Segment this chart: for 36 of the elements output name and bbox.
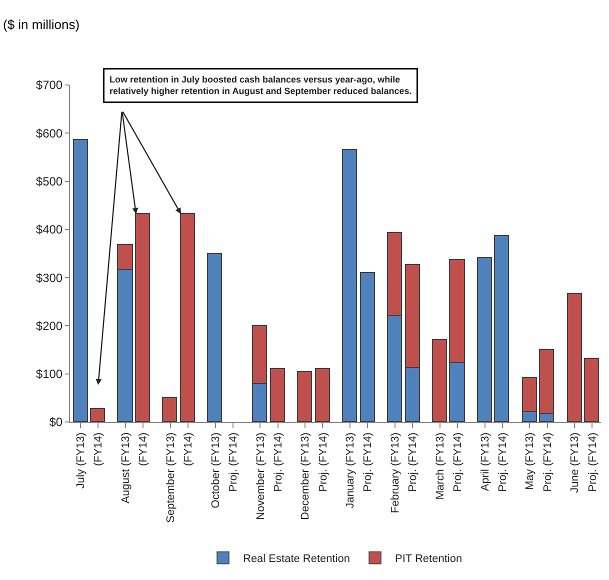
x-tick-label: October (FY13)	[210, 432, 222, 508]
x-tick-label: Proj. (FY14)	[586, 432, 599, 492]
x-tick-label: (FY14)	[92, 432, 105, 466]
x-tick-label: November (FY13)	[254, 432, 267, 520]
x-tick-label: February (FY13)	[390, 432, 402, 514]
y-tick-label: $700	[36, 78, 63, 92]
y-tick-label: $100	[36, 367, 63, 382]
chart-subtitle: ($ in millions)	[3, 17, 80, 32]
y-tick-label: $400	[36, 222, 63, 237]
x-tick-label: Proj. (FY14)	[496, 432, 509, 492]
x-tick-label: January (FY13)	[344, 432, 357, 508]
x-tick-label: Proj. (FY14)	[272, 432, 284, 492]
x-tick-label: Proj. (FY14)	[362, 432, 374, 492]
x-tick-label: (FY14)	[182, 432, 195, 466]
x-tick-label: August (FY13)	[120, 432, 132, 504]
x-tick-label: July (FY13)	[75, 432, 88, 489]
x-tick-label: May (FY13)	[524, 432, 536, 490]
legend-label: Real Estate Retention	[243, 553, 350, 566]
x-tick-label: April (FY13)	[479, 432, 492, 492]
y-tick-label: $0	[49, 415, 63, 430]
y-tick-label: $600	[36, 126, 63, 140]
x-tick-label: December (FY13)	[300, 432, 312, 520]
y-tick-label: $500	[36, 174, 63, 188]
x-tick-label: March (FY13)	[434, 432, 446, 500]
x-tick-label: Proj. (FY14)	[317, 432, 330, 492]
y-tick-label: $300	[36, 270, 63, 285]
legend-label: PIT Retention	[395, 553, 462, 566]
x-tick-label: Proj. (FY14)	[407, 432, 420, 492]
x-tick-label: Proj. (FY14)	[542, 432, 554, 492]
annotation: Low retention in July boosted cash balances versus year-ago, while relatively higher retention in August and September reduced balances.	[110, 74, 412, 96]
x-tick-label: (FY14)	[138, 432, 150, 466]
x-tick-label: Proj. (FY14)	[452, 432, 464, 492]
y-tick-label: $200	[36, 318, 63, 333]
x-tick-label: September (FY13)	[164, 432, 177, 523]
x-tick-label: June (FY13)	[569, 432, 582, 493]
x-tick-label: Proj. (FY14)	[227, 432, 240, 492]
